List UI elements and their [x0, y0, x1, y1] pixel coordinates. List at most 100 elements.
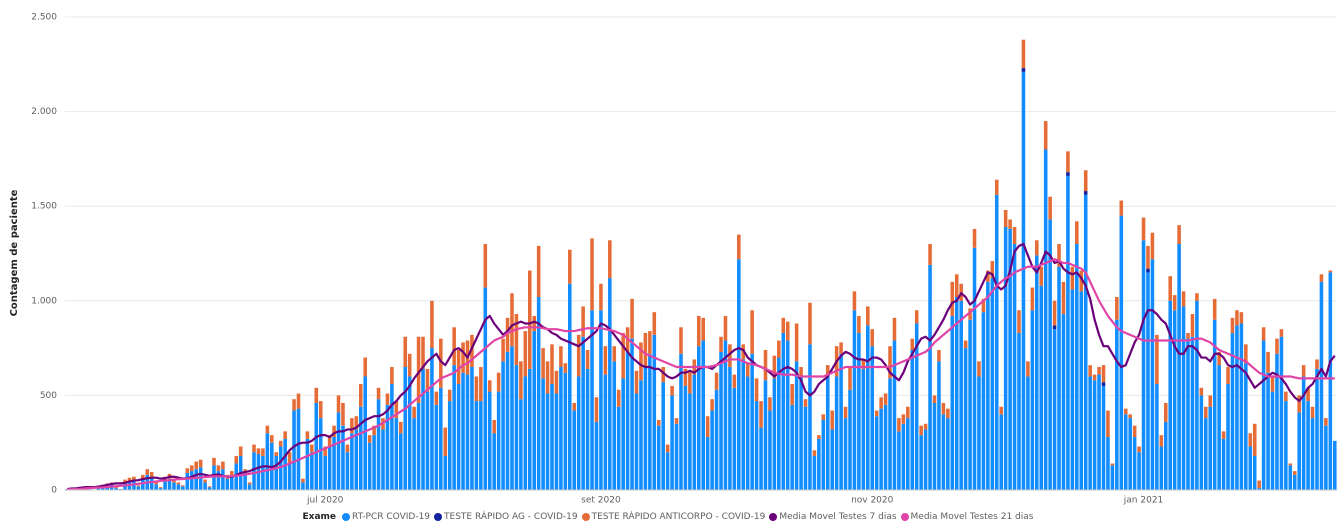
bar	[1266, 351, 1270, 373]
bar	[1003, 227, 1008, 490]
bar	[1123, 414, 1128, 490]
bar	[870, 329, 875, 347]
bar	[950, 315, 955, 490]
bar	[261, 455, 265, 490]
bar	[1177, 225, 1181, 245]
bar	[1150, 259, 1155, 490]
bar	[625, 351, 630, 490]
legend-item[interactable]: Media Movel Testes 7 dias	[769, 512, 897, 522]
bar	[1141, 217, 1146, 241]
bar	[879, 397, 883, 409]
bar	[986, 281, 990, 490]
bar	[932, 402, 937, 490]
bar	[1266, 372, 1270, 490]
bar	[376, 399, 381, 490]
bar	[545, 361, 550, 394]
bar	[1035, 255, 1039, 490]
bar	[1212, 319, 1217, 490]
bar	[1252, 455, 1257, 490]
bar	[1248, 433, 1253, 447]
bar	[594, 421, 599, 490]
bar	[1288, 465, 1293, 490]
bar	[1221, 438, 1226, 490]
bar	[932, 395, 937, 403]
bar	[287, 463, 292, 490]
bar	[230, 471, 234, 477]
bar	[1017, 310, 1021, 333]
bar	[407, 353, 412, 377]
bar	[866, 325, 870, 490]
bar	[496, 391, 501, 490]
bar	[1239, 312, 1244, 324]
bar	[857, 315, 861, 333]
bar	[358, 406, 363, 490]
bar	[977, 376, 981, 490]
bar	[990, 278, 995, 490]
bar	[505, 351, 510, 490]
bar	[616, 406, 621, 490]
bar	[278, 446, 283, 490]
bar	[416, 402, 421, 490]
bar	[332, 425, 336, 438]
bar	[425, 368, 430, 392]
bar	[621, 332, 625, 379]
bar	[185, 468, 190, 473]
bar	[194, 461, 198, 470]
bar	[505, 317, 510, 352]
legend-label: Media Movel Testes 7 dias	[779, 512, 897, 522]
bar	[661, 382, 665, 490]
bar	[812, 450, 817, 456]
bar	[1252, 423, 1257, 456]
bar	[719, 351, 723, 490]
bar	[434, 391, 439, 405]
bar	[545, 393, 550, 490]
bar	[305, 431, 310, 439]
bar	[1057, 244, 1061, 267]
bar	[634, 393, 639, 490]
legend-marker	[581, 513, 590, 521]
bar	[1052, 300, 1057, 326]
x-tick-label: jul 2020	[306, 496, 344, 506]
bar	[821, 414, 826, 420]
bar	[403, 336, 408, 368]
bar	[256, 448, 261, 455]
bar	[639, 342, 643, 381]
bar	[1039, 285, 1044, 490]
bar	[754, 401, 759, 490]
legend-item[interactable]: RT-PCR COVID-19	[342, 512, 430, 522]
bar	[741, 359, 746, 490]
legend-item[interactable]: TESTE RÁPIDO AG - COVID-19	[434, 512, 578, 522]
bar	[1106, 437, 1110, 490]
bar	[981, 312, 986, 490]
bar	[1048, 196, 1052, 220]
bar	[114, 487, 118, 489]
bar	[456, 384, 461, 490]
bar	[1208, 406, 1213, 490]
bar	[430, 300, 434, 349]
bar	[1195, 300, 1199, 490]
bar	[576, 376, 581, 490]
bar	[336, 412, 341, 490]
bar	[394, 418, 399, 490]
bar	[785, 321, 790, 341]
bar	[803, 406, 808, 490]
bar	[274, 452, 279, 456]
bar	[470, 367, 474, 490]
bar	[683, 385, 688, 490]
bar	[963, 340, 968, 349]
bar	[443, 455, 448, 490]
bar	[443, 427, 448, 456]
legend-marker	[769, 513, 778, 521]
legend-item[interactable]: TESTE RÁPIDO ANTICORPO - COVID-19	[581, 512, 765, 522]
bar	[376, 387, 381, 400]
bar	[914, 310, 919, 324]
bar	[367, 435, 372, 443]
bar	[292, 410, 296, 490]
bar	[358, 384, 363, 407]
bar	[265, 425, 270, 434]
bar	[914, 323, 919, 490]
bar	[1319, 281, 1324, 490]
bar	[781, 317, 786, 333]
legend-item[interactable]: Media Movel Testes 21 dias	[900, 512, 1033, 522]
bar	[283, 431, 287, 439]
